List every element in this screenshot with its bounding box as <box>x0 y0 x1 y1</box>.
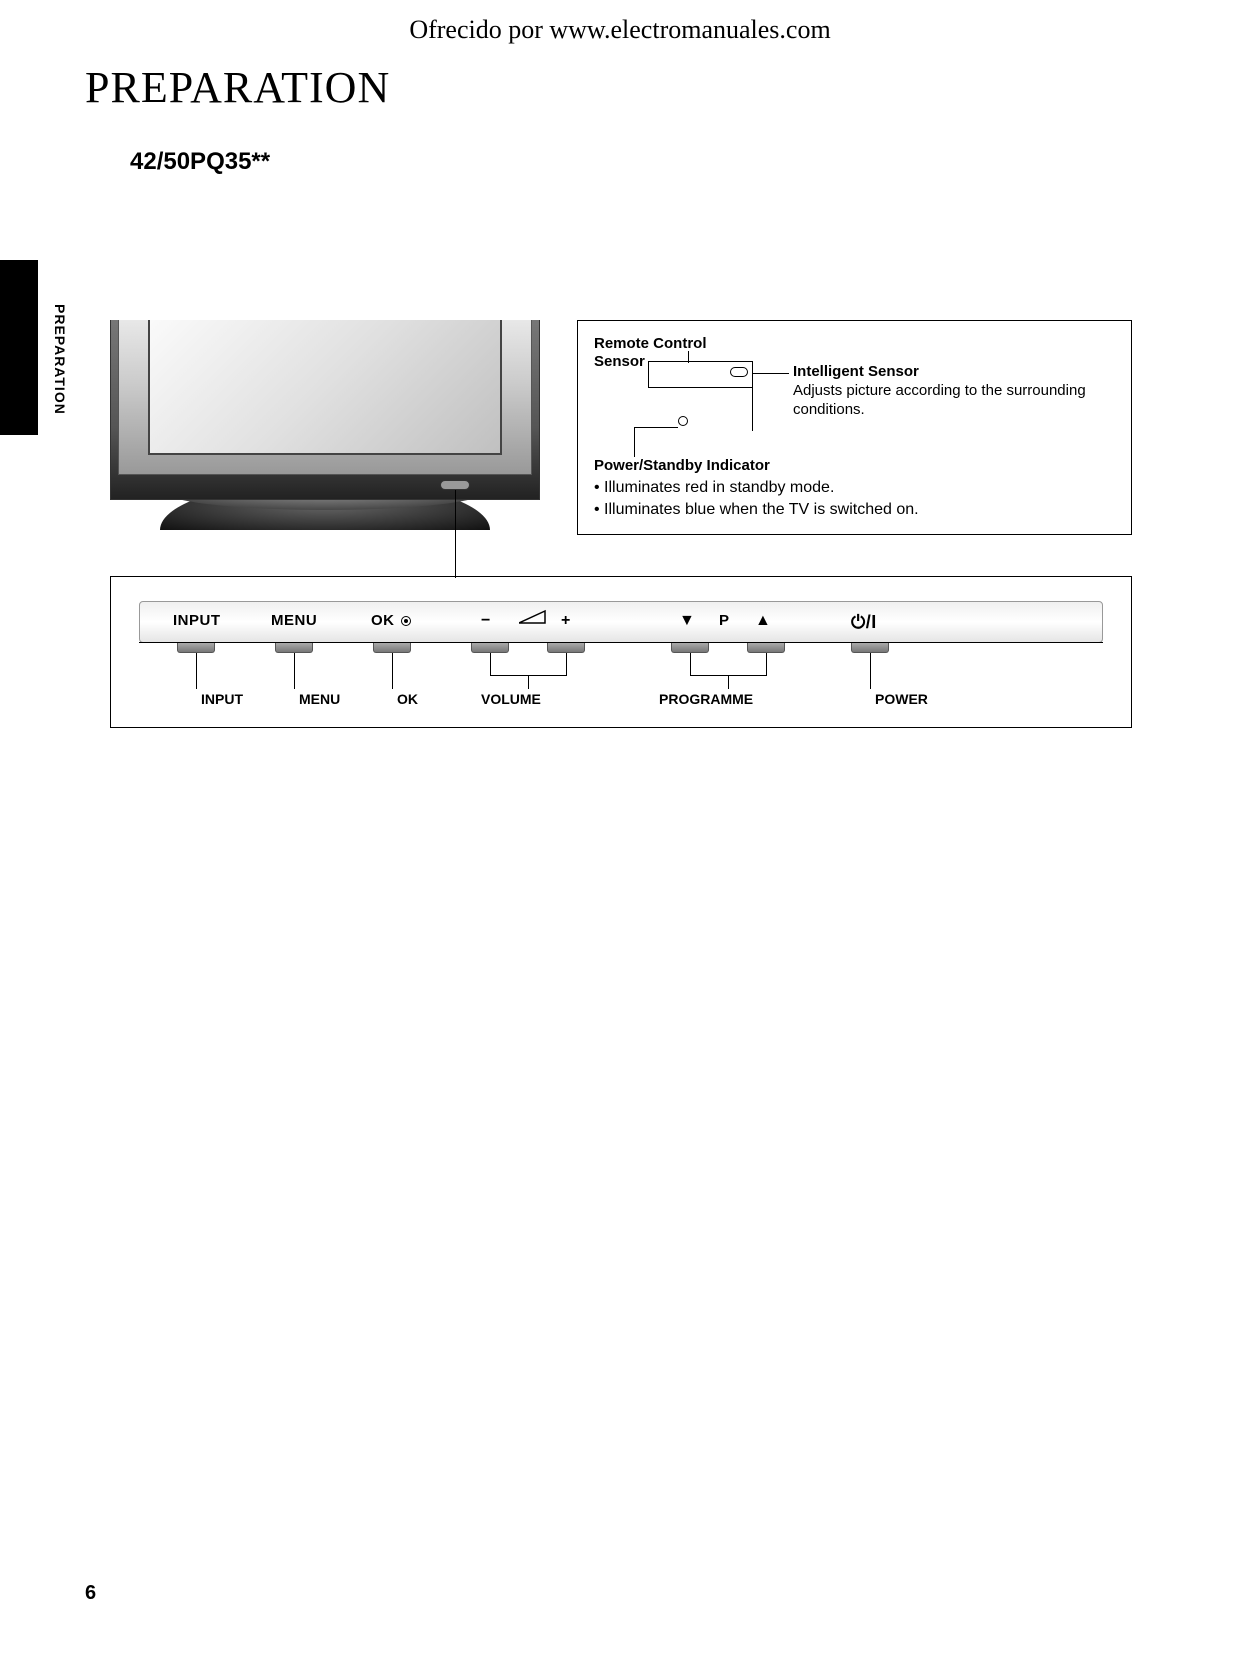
volume-plus-icon: + <box>561 612 571 630</box>
slot-ok <box>373 643 411 653</box>
psi-bullet-1: Illuminates red in standby mode. <box>594 477 919 499</box>
callout-sensor-ir <box>730 367 748 377</box>
slot-vol-minus <box>471 643 509 653</box>
callout-leader-4 <box>634 427 635 457</box>
panel-face-input: INPUT <box>173 612 221 629</box>
intelligent-sensor-block: Intelligent Sensor Adjusts picture accor… <box>793 363 1113 419</box>
power-standby-indicator-title: Power/Standby Indicator <box>594 457 770 474</box>
line-vol-plus <box>566 653 567 675</box>
control-panel-diagram: INPUT MENU OK − + ▼ P ▲ ⏻/I INPUT MENU O… <box>110 576 1132 728</box>
line-ok <box>392 653 393 689</box>
volume-minus-icon: − <box>481 612 491 630</box>
slot-prog-up <box>747 643 785 653</box>
callout-leader-3 <box>634 427 678 428</box>
slot-vol-plus <box>547 643 585 653</box>
caption-programme: PROGRAMME <box>659 691 753 707</box>
caption-power: POWER <box>875 691 928 707</box>
line-menu <box>294 653 295 689</box>
line-prog-mid <box>728 675 729 689</box>
slot-prog-down <box>671 643 709 653</box>
sensor-callout-box: Remote Control Sensor Intelligent Sensor… <box>577 320 1132 535</box>
callout-sensor-led <box>678 416 688 426</box>
caption-volume: VOLUME <box>481 691 541 707</box>
power-icon: ⏻/I <box>851 612 877 633</box>
ok-dot-icon <box>401 616 411 626</box>
line-vol-mid <box>528 675 529 689</box>
tv-sensor-area <box>440 480 470 490</box>
line-power <box>870 653 871 689</box>
slot-power <box>851 643 889 653</box>
panel-face-menu: MENU <box>271 612 317 629</box>
side-tab <box>0 260 38 435</box>
page-number: 6 <box>85 1582 96 1605</box>
slot-menu <box>275 643 313 653</box>
programme-up-icon: ▲ <box>755 612 771 630</box>
caption-ok: OK <box>397 691 418 707</box>
header-source-link: Ofrecido por www.electromanuales.com <box>0 15 1240 45</box>
line-prog-up <box>766 653 767 675</box>
slot-input <box>177 643 215 653</box>
panel-face-ok: OK <box>371 612 411 629</box>
tv-screen <box>148 320 502 455</box>
line-prog-down <box>690 653 691 675</box>
caption-menu: MENU <box>299 691 340 707</box>
caption-input: INPUT <box>201 691 243 707</box>
volume-triangle-icon <box>519 609 547 629</box>
line-input <box>196 653 197 689</box>
callout-lead-line <box>455 490 456 578</box>
page-title: PREPARATION <box>85 62 390 113</box>
power-standby-bullets: Illuminates red in standby mode. Illumin… <box>594 477 919 522</box>
model-number: 42/50PQ35** <box>130 148 270 176</box>
callout-leader-2 <box>753 373 789 374</box>
intelligent-sensor-title: Intelligent Sensor <box>793 363 919 380</box>
side-section-label: PREPARATION <box>52 304 68 415</box>
intelligent-sensor-desc: Adjusts picture according to the surroun… <box>793 382 1086 418</box>
line-vol-minus <box>490 653 491 675</box>
programme-down-icon: ▼ <box>679 612 695 630</box>
psi-bullet-2: Illuminates blue when the TV is switched… <box>594 499 919 521</box>
panel-face-p: P <box>719 612 730 629</box>
